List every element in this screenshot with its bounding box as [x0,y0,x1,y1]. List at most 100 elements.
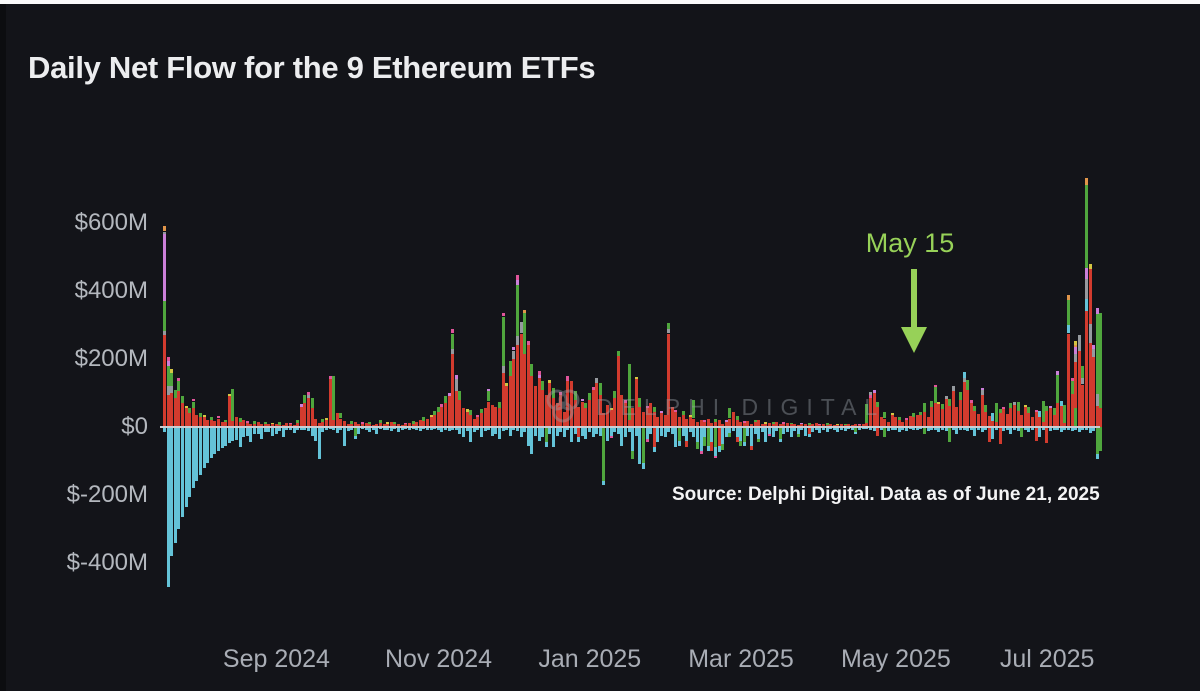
bar-segment [199,416,202,427]
bar-segment [645,408,649,427]
bar-segment [940,427,944,430]
bar-segment [836,427,840,433]
bar-segment [1038,417,1042,427]
bar-segment [530,376,534,427]
bar-segment [368,427,372,432]
bar-segment [227,427,231,444]
bar-segment [515,335,519,346]
bar-segment [746,427,750,436]
bar-segment [177,381,181,392]
bar-segment [703,419,707,422]
bar-segment [739,421,743,427]
bar-segment [1095,314,1099,394]
bar-segment [721,444,725,451]
bar-segment [238,421,242,427]
bar-segment [674,409,678,412]
bar-segment [775,427,779,432]
bar-segment [771,427,775,438]
bar-segment [548,380,552,383]
bar-segment [551,398,555,427]
bar-segment [872,393,876,427]
bar-segment [1059,401,1063,406]
bar-segment [1020,427,1024,438]
bar-segment [678,440,682,446]
bar-segment [1023,407,1027,427]
bar-segment [1009,403,1013,409]
bar-segment [573,399,577,427]
bar-segment [418,427,422,432]
annotation-may-15: May 15 [865,228,955,258]
bar-segment [1066,333,1070,427]
bar-segment [883,411,887,419]
bar-segment [937,403,941,427]
bar-segment [796,433,800,437]
bar-segment [1041,400,1045,422]
bar-segment [613,398,617,427]
bar-segment [645,427,649,439]
bar-segment [332,376,336,421]
bar-segment [375,423,379,427]
bar-segment [598,427,602,436]
bar-segment [278,427,282,432]
bar-segment [231,388,235,421]
bar-segment [778,424,782,427]
bar-segment [969,399,973,403]
bar-segment [537,377,541,427]
bar-segment [202,427,206,468]
bar-segment [814,427,818,431]
bar-segment [386,423,390,427]
bar-segment [858,423,862,425]
bar-segment [753,419,757,423]
bar-segment [904,419,908,427]
bar-segment [897,427,901,433]
bar-segment [433,411,437,416]
bar-segment [454,379,458,392]
bar-segment [382,424,386,427]
bar-segment [299,403,303,407]
bar-segment [652,411,656,427]
bar-segment [1056,371,1060,375]
bar-segment [253,420,257,424]
bar-segment [933,427,937,431]
bar-segment [253,427,257,435]
bar-segment [562,427,566,438]
bar-segment [404,424,408,427]
bar-segment [944,427,948,432]
bar-segment [1002,427,1006,432]
bar-segment [976,414,980,427]
bar-segment [173,398,177,427]
bar-segment [479,413,483,427]
bar-segment [451,353,455,427]
bar-segment [742,442,746,447]
bar-segment [170,427,174,557]
bar-segment [245,420,249,423]
bar-segment [764,422,768,424]
bar-segment [544,427,548,443]
bar-segment [1056,427,1060,430]
bar-segment [890,427,894,430]
bar-segment [508,376,512,427]
delphi-logo-icon [546,389,580,423]
bar-segment [271,427,275,436]
bar-segment [325,418,329,421]
bar-segment [692,399,696,419]
bar-segment [724,421,728,427]
bar-segment [652,447,656,453]
bar-segment [854,427,858,433]
bar-segment [930,427,934,430]
bar-segment [551,427,555,448]
bar-segment [541,389,545,427]
bar-segment [242,427,246,438]
bar-segment [379,422,383,427]
bar-segment [872,390,876,393]
bar-segment [299,406,303,427]
bar-segment [530,427,534,455]
bar-segment [1045,405,1049,411]
bar-segment [289,424,293,427]
bar-segment [1099,407,1103,427]
bar-segment [559,391,563,395]
bar-segment [750,427,754,446]
bar-segment [256,422,260,427]
bar-segment [908,427,912,430]
bar-segment [868,427,872,430]
